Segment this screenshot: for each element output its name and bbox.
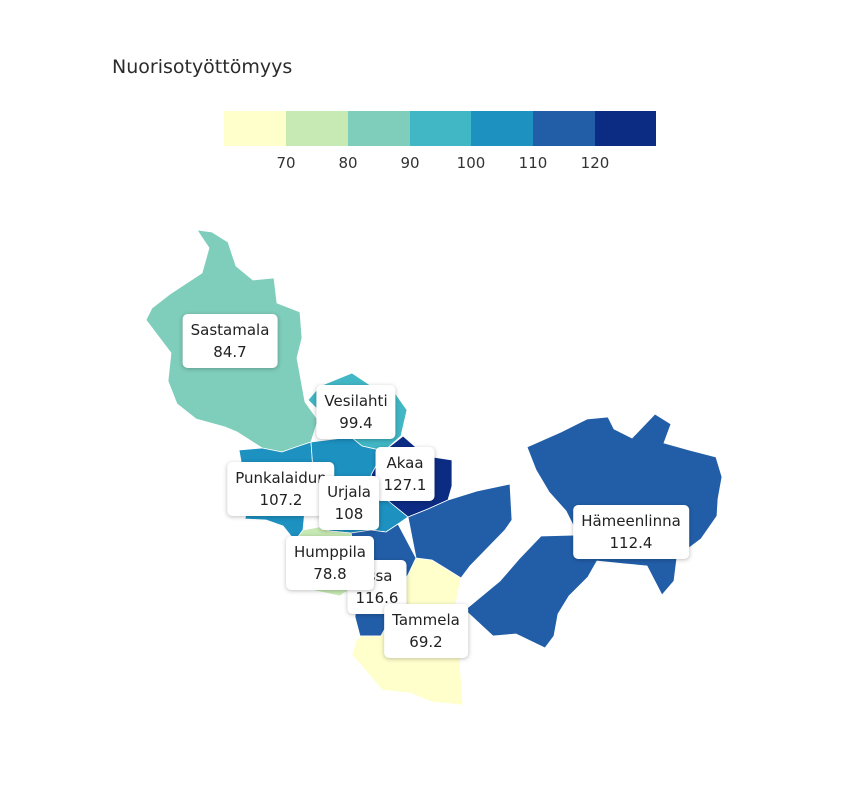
region-label-tammela: Tammela 69.2: [384, 604, 468, 658]
legend-tick: 120: [580, 154, 610, 172]
legend-tick: 80: [338, 154, 358, 172]
legend-swatch: [533, 111, 595, 146]
legend-tick: 100: [456, 154, 486, 172]
legend-swatch: [348, 111, 410, 146]
region-name: Vesilahti: [324, 392, 388, 410]
region-label-urjala: Urjala 108: [319, 476, 379, 530]
legend-tick: 110: [518, 154, 548, 172]
legend-swatch: [224, 111, 286, 146]
legend-swatch: [286, 111, 348, 146]
region-name: Humppila: [294, 543, 366, 561]
legend-swatch: [471, 111, 533, 146]
region-value: 99.4: [339, 414, 373, 432]
region-value: 112.4: [609, 534, 653, 552]
region-value: 127.1: [383, 476, 427, 494]
region-label-punkalaidun: Punkalaidun 107.2: [227, 462, 335, 516]
legend-swatch: [410, 111, 471, 146]
region-name: Sastamala: [190, 321, 270, 339]
region-label-vesilahti: Vesilahti 99.4: [316, 385, 396, 439]
map-title: Nuorisotyöttömyys: [112, 56, 293, 78]
region-name: Akaa: [386, 454, 424, 472]
legend-swatch: [595, 111, 656, 146]
region-value: 84.7: [213, 343, 247, 361]
region-label-humppila: Humppila 78.8: [286, 536, 374, 590]
region-value: 108: [334, 505, 364, 523]
color-legend: 70 80 90 100 110 120: [224, 111, 656, 172]
region-value: 69.2: [409, 633, 443, 651]
region-label-sastamala: Sastamala 84.7: [182, 314, 278, 368]
region-label-akaa: Akaa 127.1: [375, 447, 435, 501]
legend-tick: 70: [276, 154, 296, 172]
legend-tick: 90: [400, 154, 420, 172]
region-value: 107.2: [259, 491, 303, 509]
region-name: Urjala: [327, 483, 371, 501]
region-label-hameenlinna: Hämeenlinna 112.4: [573, 505, 689, 559]
region-name: Hämeenlinna: [581, 512, 681, 530]
region-name: Punkalaidun: [235, 469, 327, 487]
region-name: Tammela: [392, 611, 460, 629]
region-value: 116.6: [355, 589, 399, 607]
region-hameenlinna-west[interactable]: [407, 483, 513, 579]
region-value: 78.8: [313, 565, 347, 583]
